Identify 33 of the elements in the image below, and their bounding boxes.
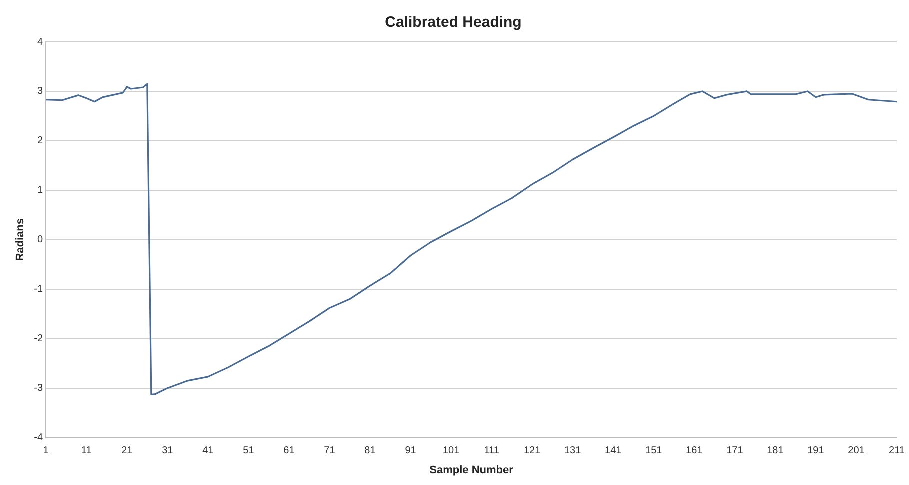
y-tick-label: -4	[34, 432, 44, 444]
y-tick-label: -1	[34, 284, 44, 296]
y-tick-label: 2	[38, 136, 44, 147]
x-tick-label: 81	[364, 446, 376, 457]
x-tick-label: 181	[767, 446, 784, 457]
x-tick-label: 161	[686, 446, 704, 457]
y-axis-title: Radians	[14, 218, 27, 262]
y-tick-label: 4	[38, 36, 44, 48]
x-tick-label: 101	[442, 446, 460, 457]
x-tick-label: 91	[405, 446, 417, 457]
x-tick-label: 41	[202, 446, 214, 457]
x-tick-label: 31	[162, 446, 174, 457]
x-tick-label: 71	[324, 446, 336, 457]
x-tick-label: 171	[726, 446, 744, 457]
x-tick-label: 61	[284, 446, 296, 457]
y-tick-label: -2	[34, 334, 44, 345]
x-tick-label: 191	[808, 446, 825, 457]
x-tick-label: 151	[646, 446, 663, 457]
x-tick-label: 211	[889, 446, 906, 457]
x-tick-label: 111	[484, 446, 500, 457]
x-tick-label: 121	[524, 446, 542, 457]
x-tick-label: 51	[243, 446, 255, 457]
chart-title: Calibrated Heading	[385, 14, 522, 32]
x-tick-label: 201	[848, 446, 866, 457]
y-tick-label: 0	[38, 234, 44, 246]
y-tick-label: 1	[38, 185, 44, 196]
x-axis-title: Sample Number	[430, 464, 514, 476]
x-tick-label: 11	[81, 446, 92, 457]
y-tick-label: 3	[38, 86, 44, 98]
x-tick-label: 141	[605, 446, 622, 457]
x-tick-label: 21	[122, 446, 134, 457]
x-tick-label: 131	[564, 446, 582, 457]
y-tick-label: -3	[34, 383, 44, 394]
